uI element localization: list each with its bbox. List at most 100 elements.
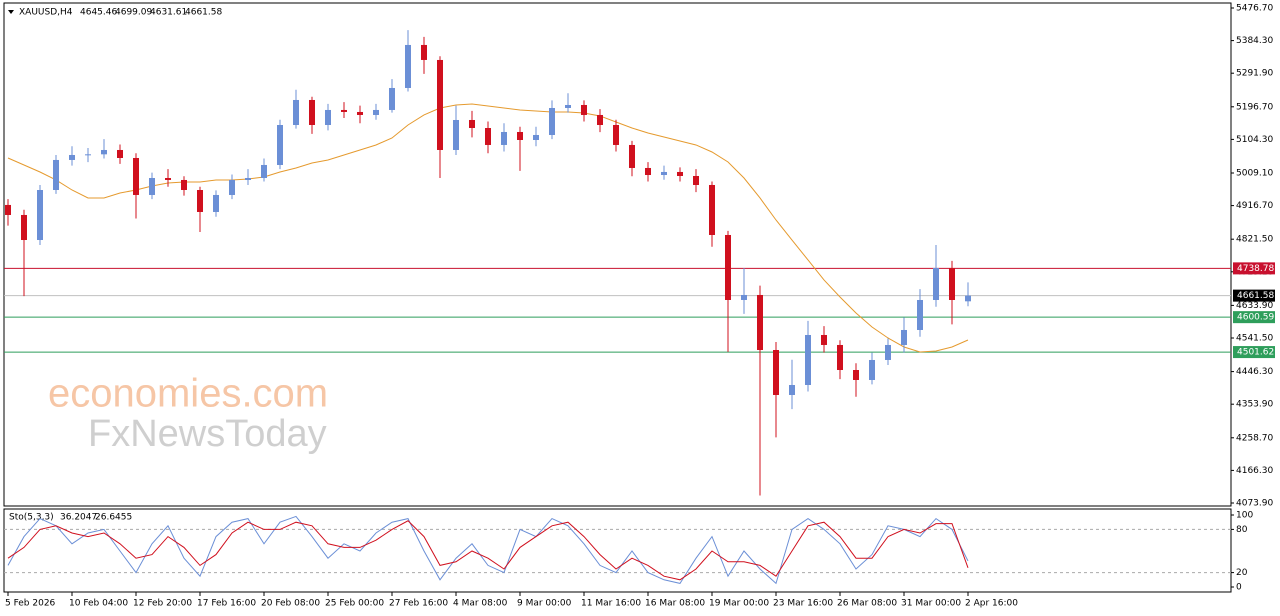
indicator-title: Sto(5,3,3) bbox=[9, 513, 54, 523]
y-tick-label: 5009.10 bbox=[1236, 168, 1273, 178]
candle-body bbox=[709, 184, 715, 235]
stochastic-line bbox=[7, 515, 969, 585]
y-tick-label: 4821.50 bbox=[1236, 235, 1273, 245]
candle-body bbox=[885, 344, 891, 360]
candle-body bbox=[245, 178, 251, 180]
candle-body bbox=[565, 104, 571, 108]
candle-body bbox=[117, 149, 123, 158]
candle-body bbox=[917, 299, 923, 330]
indicator-value: 36.2047 bbox=[60, 513, 97, 523]
candle-body bbox=[805, 334, 811, 385]
candle-body bbox=[821, 334, 827, 345]
y-tick-label: 5104.30 bbox=[1236, 135, 1273, 145]
candle-body bbox=[453, 119, 459, 150]
candle-body bbox=[853, 370, 859, 380]
x-tick-label: 20 Feb 08:00 bbox=[261, 599, 320, 609]
candle-body bbox=[133, 157, 139, 195]
candle-body bbox=[405, 44, 411, 88]
candle-body bbox=[229, 179, 235, 195]
x-tick-label: 9 Mar 00:00 bbox=[517, 599, 572, 609]
candle-body bbox=[757, 294, 763, 350]
candle-body bbox=[549, 107, 555, 135]
x-tick-label: 2 Apr 16:00 bbox=[965, 599, 1018, 609]
candle-body bbox=[789, 384, 795, 395]
candle-body bbox=[517, 131, 523, 140]
x-tick-label: 23 Mar 16:00 bbox=[773, 599, 833, 609]
y-tick-label: 4916.70 bbox=[1236, 201, 1273, 211]
x-tick-label: 25 Feb 00:00 bbox=[325, 599, 384, 609]
x-tick-label: 16 Mar 08:00 bbox=[645, 599, 705, 609]
candle-body bbox=[101, 149, 107, 155]
candle-body bbox=[645, 167, 651, 176]
y-tick-label: 5476.70 bbox=[1236, 3, 1273, 13]
y-tick-label: 4073.90 bbox=[1236, 499, 1273, 509]
x-tick-label: 17 Feb 16:00 bbox=[197, 599, 256, 609]
candle-body bbox=[21, 214, 27, 241]
price-label: 4738.78 bbox=[1237, 264, 1274, 274]
y-tick-label: 80 bbox=[1236, 525, 1248, 535]
candle-body bbox=[773, 349, 779, 395]
candle-body bbox=[437, 59, 443, 150]
y-tick-label: 100 bbox=[1236, 511, 1253, 521]
candle-body bbox=[165, 178, 171, 180]
watermark: FxNewsToday bbox=[88, 413, 327, 455]
ohlc-low: 4631.61 bbox=[150, 8, 187, 18]
candle-body bbox=[373, 109, 379, 115]
candle-body bbox=[661, 171, 667, 176]
price-label-bg bbox=[1233, 262, 1275, 275]
x-tick-label: 11 Mar 16:00 bbox=[581, 599, 641, 609]
y-tick-label: 4258.70 bbox=[1236, 433, 1273, 443]
candle-body bbox=[597, 114, 603, 126]
candle-body bbox=[613, 125, 619, 145]
candle-body bbox=[501, 131, 507, 145]
symbol: XAUUSD,H4 bbox=[19, 8, 73, 18]
candle-body bbox=[869, 359, 875, 380]
ohlc-open: 4645.46 bbox=[80, 8, 117, 18]
candle-body bbox=[277, 125, 283, 165]
y-tick-label: 5196.70 bbox=[1236, 102, 1273, 112]
candle-body bbox=[741, 294, 747, 300]
y-tick-label: 0 bbox=[1236, 583, 1242, 593]
candle-body bbox=[533, 134, 539, 140]
y-tick-label: 4166.30 bbox=[1236, 466, 1273, 476]
candle-body bbox=[629, 144, 635, 168]
candle-body bbox=[149, 178, 155, 195]
x-tick-label: 4 Mar 08:00 bbox=[453, 599, 508, 609]
x-tick-label: 26 Mar 08:00 bbox=[837, 599, 897, 609]
y-tick-label: 4541.50 bbox=[1236, 333, 1273, 343]
candle-body bbox=[965, 295, 971, 302]
candle-body bbox=[325, 109, 331, 126]
y-tick-label: 4446.30 bbox=[1236, 367, 1273, 377]
dropdown-icon[interactable] bbox=[8, 10, 14, 14]
candle-body bbox=[949, 267, 955, 300]
main-panel bbox=[3, 2, 1232, 507]
candle-body bbox=[357, 111, 363, 115]
candle-body bbox=[69, 154, 75, 160]
candle-body bbox=[5, 204, 11, 215]
x-tick-label: 5 Feb 2026 bbox=[5, 599, 56, 609]
x-tick-label: 27 Feb 16:00 bbox=[389, 599, 448, 609]
candle-body bbox=[693, 175, 699, 185]
y-tick-label: 4633.90 bbox=[1236, 301, 1273, 311]
ohlc-high: 4699.09 bbox=[115, 8, 152, 18]
candle-body bbox=[725, 234, 731, 300]
x-tick-label: 12 Feb 20:00 bbox=[133, 599, 192, 609]
candle-body bbox=[677, 171, 683, 176]
candle-body bbox=[933, 267, 939, 300]
candle-body bbox=[213, 194, 219, 212]
stochastic-panel bbox=[3, 508, 1232, 593]
watermark: economies.com bbox=[48, 372, 328, 416]
x-tick-label: 10 Feb 04:00 bbox=[69, 599, 128, 609]
candle-body bbox=[341, 109, 347, 112]
x-tick-label: 19 Mar 00:00 bbox=[709, 599, 769, 609]
candle-body bbox=[901, 329, 907, 345]
y-tick-label: 5384.30 bbox=[1236, 36, 1273, 46]
y-tick-label: 5291.90 bbox=[1236, 69, 1273, 79]
price-label: 4661.58 bbox=[1237, 291, 1274, 301]
candle-body bbox=[309, 99, 315, 126]
price-label-bg bbox=[1233, 289, 1275, 302]
candle-body bbox=[181, 179, 187, 191]
indicator-value: 26.6455 bbox=[95, 513, 132, 523]
candle-body bbox=[421, 44, 427, 60]
